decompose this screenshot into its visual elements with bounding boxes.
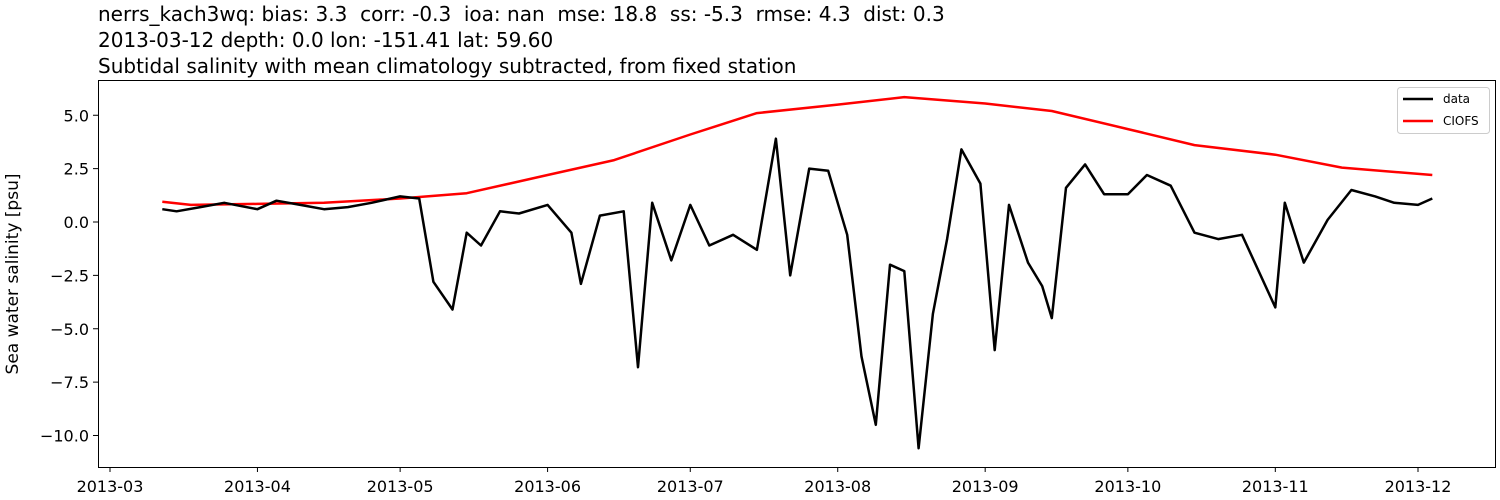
x-tick-label: 2013-04 — [224, 477, 291, 496]
y-tick-label: 5.0 — [64, 106, 89, 125]
x-axis: 2013-03 2013-04 2013-05 2013-06 2013-07 2013-… — [77, 467, 1452, 496]
x-tick-label: 2013-11 — [1242, 477, 1309, 496]
x-tick-label: 2013-03 — [77, 477, 144, 496]
series-ciofs-line — [162, 95, 1433, 207]
y-tick-label: −2.5 — [50, 266, 89, 285]
y-axis-label: Sea water salinity [psu] — [3, 174, 23, 375]
x-tick-label: 2013-08 — [804, 477, 871, 496]
chart-title-station: 2013-03-12 depth: 0.0 lon: -151.41 lat: … — [98, 28, 554, 52]
y-axis: 5.0 2.5 0.0 −2.5 −5.0 −7.5 −10.0 — [40, 106, 98, 446]
legend-data-label: data — [1443, 92, 1470, 106]
x-tick-label: 2013-10 — [1094, 477, 1161, 496]
y-tick-label: −5.0 — [50, 320, 89, 339]
x-tick-label: 2013-05 — [367, 477, 434, 496]
y-tick-label: −10.0 — [40, 427, 89, 446]
y-tick-label: 2.5 — [64, 160, 89, 179]
legend: data CIOFS — [1397, 87, 1490, 134]
y-tick-label: −7.5 — [50, 373, 89, 392]
x-tick-label: 2013-12 — [1385, 477, 1452, 496]
x-tick-label: 2013-07 — [657, 477, 724, 496]
x-tick-label: 2013-09 — [952, 477, 1019, 496]
plot-frame — [98, 80, 1496, 468]
plot-lines — [162, 95, 1433, 450]
x-tick-label: 2013-06 — [514, 477, 581, 496]
series-data-line — [162, 137, 1433, 450]
legend-ciofs-label: CIOFS — [1443, 114, 1479, 128]
y-tick-label: 0.0 — [64, 213, 89, 232]
chart-title-description: Subtidal salinity with mean climatology … — [98, 54, 797, 78]
chart-title-stats: nerrs_kach3wq: bias: 3.3 corr: -0.3 ioa:… — [98, 2, 945, 26]
